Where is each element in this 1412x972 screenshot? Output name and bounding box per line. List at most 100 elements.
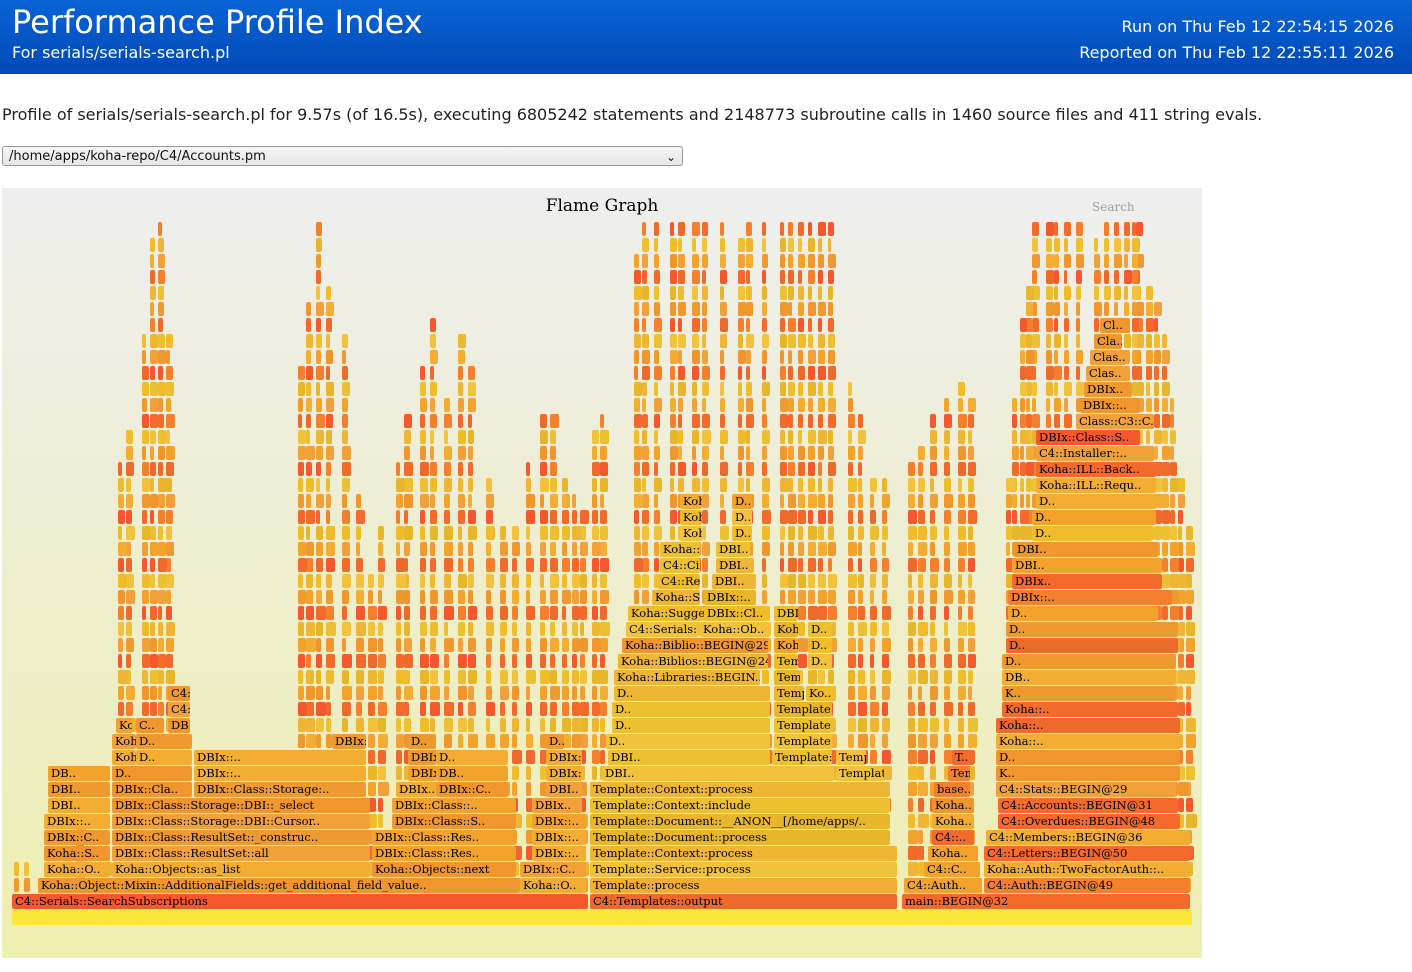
flame-frame-thin[interactable] <box>526 750 535 764</box>
flame-frame-thin[interactable] <box>1020 526 1027 540</box>
flame-frame-thin[interactable] <box>798 334 806 348</box>
flame-frame-thin[interactable] <box>316 718 324 732</box>
flame-frame-thin[interactable] <box>342 510 350 524</box>
flame-frame-thin[interactable] <box>858 478 862 492</box>
flame-frame[interactable]: DBI.. <box>602 766 834 781</box>
flame-frame-thin[interactable] <box>458 398 464 412</box>
flame-frame-thin[interactable] <box>368 574 374 588</box>
flame-frame-thin[interactable] <box>342 494 347 508</box>
flame-frame-thin[interactable] <box>808 526 817 540</box>
flame-frame-thin[interactable] <box>930 638 937 652</box>
flame-frame-thin[interactable] <box>468 446 473 460</box>
flame-frame-thin[interactable] <box>858 606 865 620</box>
flame-frame[interactable]: D.. <box>1006 622 1178 637</box>
flame-frame-thin[interactable] <box>486 718 490 732</box>
flame-frame-thin[interactable] <box>158 462 163 476</box>
flame-frame-thin[interactable] <box>918 798 924 812</box>
flame-frame-thin[interactable] <box>150 510 154 524</box>
flame-frame-thin[interactable] <box>858 734 868 748</box>
flame-frame-thin[interactable] <box>458 558 463 572</box>
flame-frame-thin[interactable] <box>118 558 124 572</box>
flame-frame-thin[interactable] <box>944 398 949 412</box>
flame-frame-thin[interactable] <box>634 414 642 428</box>
flame-frame-thin[interactable] <box>908 718 915 732</box>
flame-frame-thin[interactable] <box>126 622 132 636</box>
flame-frame-thin[interactable] <box>512 750 522 764</box>
flame-frame-thin[interactable] <box>458 478 463 492</box>
flame-frame-thin[interactable] <box>848 686 855 700</box>
flame-frame-thin[interactable] <box>1064 270 1067 284</box>
flame-frame-thin[interactable] <box>526 494 535 508</box>
flame-frame-thin[interactable] <box>958 558 965 572</box>
flame-frame-thin[interactable] <box>958 702 963 716</box>
flame-frame-thin[interactable] <box>1178 638 1184 652</box>
flame-frame[interactable]: Koha.. <box>932 814 974 829</box>
flame-frame-thin[interactable] <box>738 382 742 396</box>
flame-frame-thin[interactable] <box>430 638 436 652</box>
flame-frame[interactable]: C4::Auth::BEGIN@49 <box>984 878 1190 893</box>
flame-frame-thin[interactable] <box>420 590 425 604</box>
flame-frame-thin[interactable] <box>930 766 936 780</box>
flame-frame-thin[interactable] <box>1104 302 1109 316</box>
flame-frame-thin[interactable] <box>600 654 605 668</box>
flame-frame-thin[interactable] <box>540 654 546 668</box>
flame-frame-thin[interactable] <box>526 526 530 540</box>
flame-frame-thin[interactable] <box>356 526 361 540</box>
flame-frame-thin[interactable] <box>828 350 835 364</box>
flame-frame-thin[interactable] <box>326 670 334 684</box>
flame-frame-thin[interactable] <box>150 366 155 380</box>
flame-frame-thin[interactable] <box>762 462 767 476</box>
flame-frame-thin[interactable] <box>808 366 815 380</box>
flame-frame-thin[interactable] <box>702 254 708 268</box>
flame-frame-thin[interactable] <box>780 446 787 460</box>
flame-frame-thin[interactable] <box>1114 222 1119 236</box>
flame-frame-thin[interactable] <box>944 590 953 604</box>
flame-frame-thin[interactable] <box>958 638 964 652</box>
flame-frame-thin[interactable] <box>870 558 877 572</box>
flame-frame-thin[interactable] <box>396 510 400 524</box>
flame-frame-thin[interactable] <box>126 494 133 508</box>
flame-frame-thin[interactable] <box>150 350 158 364</box>
flame-frame-thin[interactable] <box>404 670 410 684</box>
flame-frame-thin[interactable] <box>562 654 567 668</box>
flame-frame-thin[interactable] <box>158 494 165 508</box>
flame-frame-thin[interactable] <box>642 270 647 284</box>
flame-frame-thin[interactable] <box>306 478 314 492</box>
flame-frame-thin[interactable] <box>166 398 171 412</box>
flame-frame-thin[interactable] <box>1054 254 1059 268</box>
flame-frame-thin[interactable] <box>678 350 682 364</box>
flame-frame-thin[interactable] <box>858 574 864 588</box>
flame-frame-thin[interactable] <box>828 254 836 268</box>
flame-frame-thin[interactable] <box>550 446 556 460</box>
flame-frame-thin[interactable] <box>166 350 170 364</box>
flame-frame[interactable]: DBIx::Class::S.. <box>392 814 516 829</box>
flame-frame-thin[interactable] <box>306 318 311 332</box>
flame-frame-thin[interactable] <box>378 766 386 780</box>
flame-frame-thin[interactable] <box>908 686 912 700</box>
flame-frame-thin[interactable] <box>882 734 888 748</box>
flame-frame-thin[interactable] <box>468 382 476 396</box>
flame-frame-thin[interactable] <box>762 670 769 684</box>
flame-frame[interactable]: C4::Koha::BEGIN@55 <box>168 686 190 701</box>
flame-frame-thin[interactable] <box>142 670 148 684</box>
flame-frame-thin[interactable] <box>316 494 324 508</box>
flame-frame-thin[interactable] <box>788 238 794 252</box>
flame-frame-thin[interactable] <box>306 302 311 316</box>
flame-frame-thin[interactable] <box>430 494 435 508</box>
flame-frame-thin[interactable] <box>150 478 154 492</box>
flame-frame-thin[interactable] <box>378 638 383 652</box>
flame-frame-thin[interactable] <box>634 254 639 268</box>
flame-frame-thin[interactable] <box>762 398 766 412</box>
flame-frame-thin[interactable] <box>828 622 836 636</box>
flame-frame-thin[interactable] <box>654 318 662 332</box>
flame-frame[interactable]: Clas.. <box>1090 350 1126 365</box>
flame-frame-thin[interactable] <box>870 654 874 668</box>
flame-frame[interactable]: D.. <box>808 654 832 669</box>
flame-frame-thin[interactable] <box>798 606 806 620</box>
flame-frame-thin[interactable] <box>512 558 517 572</box>
flame-frame[interactable]: K.. <box>996 766 1180 781</box>
flame-frame-thin[interactable] <box>158 446 165 460</box>
flame-frame-thin[interactable] <box>486 526 495 540</box>
flame-frame-thin[interactable] <box>562 686 569 700</box>
flame-frame-thin[interactable] <box>1132 366 1137 380</box>
